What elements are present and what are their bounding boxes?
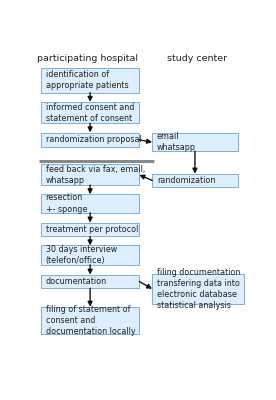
Text: 30 days interview
(telefon/office): 30 days interview (telefon/office) (46, 245, 117, 265)
FancyBboxPatch shape (41, 133, 139, 146)
FancyBboxPatch shape (41, 194, 139, 213)
FancyBboxPatch shape (152, 174, 238, 187)
Text: informed consent and
statement of consent: informed consent and statement of consen… (46, 103, 134, 123)
Text: treatment per protocol: treatment per protocol (46, 225, 138, 234)
Text: filing of statement of
consent and
documentation locally: filing of statement of consent and docum… (46, 305, 135, 336)
FancyBboxPatch shape (152, 133, 238, 151)
FancyBboxPatch shape (41, 307, 139, 334)
Text: randomization: randomization (157, 176, 215, 185)
Text: resection
+- sponge: resection +- sponge (46, 194, 87, 214)
Text: participating hospital: participating hospital (38, 54, 139, 63)
FancyBboxPatch shape (41, 275, 139, 288)
FancyBboxPatch shape (41, 164, 139, 185)
Text: documentation: documentation (46, 277, 107, 286)
Text: identification of
appropriate patients: identification of appropriate patients (46, 70, 128, 90)
FancyBboxPatch shape (152, 274, 244, 304)
FancyBboxPatch shape (41, 246, 139, 265)
FancyBboxPatch shape (41, 102, 139, 124)
Text: randomization proposal: randomization proposal (46, 135, 141, 144)
Text: filing documentation
transfering data into
electronic database
statistical analy: filing documentation transfering data in… (157, 268, 240, 310)
Text: study center: study center (167, 54, 227, 63)
Text: email
whatsapp: email whatsapp (157, 132, 196, 152)
Text: feed back via fax, email,
whatsapp: feed back via fax, email, whatsapp (46, 164, 145, 185)
FancyBboxPatch shape (41, 68, 139, 93)
FancyBboxPatch shape (41, 223, 139, 236)
